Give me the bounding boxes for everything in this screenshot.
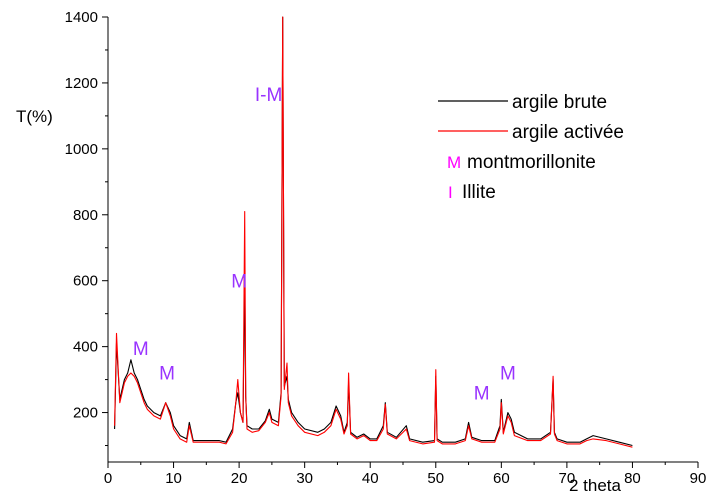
- x-tick-label: 40: [362, 470, 379, 487]
- y-tick-label: 800: [73, 207, 98, 224]
- y-tick-label: 600: [73, 273, 98, 290]
- peak-label: M: [474, 383, 490, 404]
- x-axis-title: 2 theta: [569, 476, 622, 495]
- legend-label-montmorillonite: montmorillonite: [467, 152, 596, 173]
- peak-label: M: [500, 364, 516, 385]
- y-tick-label: 1400: [65, 9, 98, 26]
- y-axis-title: T(%): [16, 107, 53, 126]
- x-tick-label: 30: [296, 470, 313, 487]
- y-tick-label: 1200: [65, 75, 98, 92]
- legend-label-illite: Illite: [462, 182, 496, 203]
- series-layer: [114, 16, 633, 448]
- x-tick-label: 70: [559, 470, 576, 487]
- legend-label-activee: argile activée: [512, 122, 624, 143]
- x-tick-label: 50: [427, 470, 444, 487]
- peak-label: M: [231, 271, 247, 292]
- x-tick-label: 10: [165, 470, 182, 487]
- legend: argile brute argile activée M montmorill…: [438, 92, 624, 203]
- peak-label: M: [159, 364, 175, 385]
- y-tick-label: 1000: [65, 141, 98, 158]
- axes: 0 10 20 30 40 50 60 70 80 90 200 400 600 800 1000 1200 1…: [65, 9, 707, 487]
- series-line-argile-activee: [114, 16, 633, 448]
- y-tick-label: 400: [73, 339, 98, 356]
- series-line-argile-brute: [114, 16, 633, 447]
- x-tick-label: 20: [231, 470, 248, 487]
- y-tick-label: 200: [73, 405, 98, 422]
- legend-marker-illite: I: [448, 183, 453, 202]
- peak-label: I-M: [255, 85, 282, 106]
- peak-label: M: [133, 339, 149, 360]
- legend-marker-montmorillonite: M: [447, 153, 461, 172]
- legend-label-brute: argile brute: [512, 92, 607, 113]
- x-tick-label: 80: [624, 470, 641, 487]
- x-tick-label: 90: [690, 470, 707, 487]
- x-tick-label: 0: [104, 470, 112, 487]
- x-tick-label: 60: [493, 470, 510, 487]
